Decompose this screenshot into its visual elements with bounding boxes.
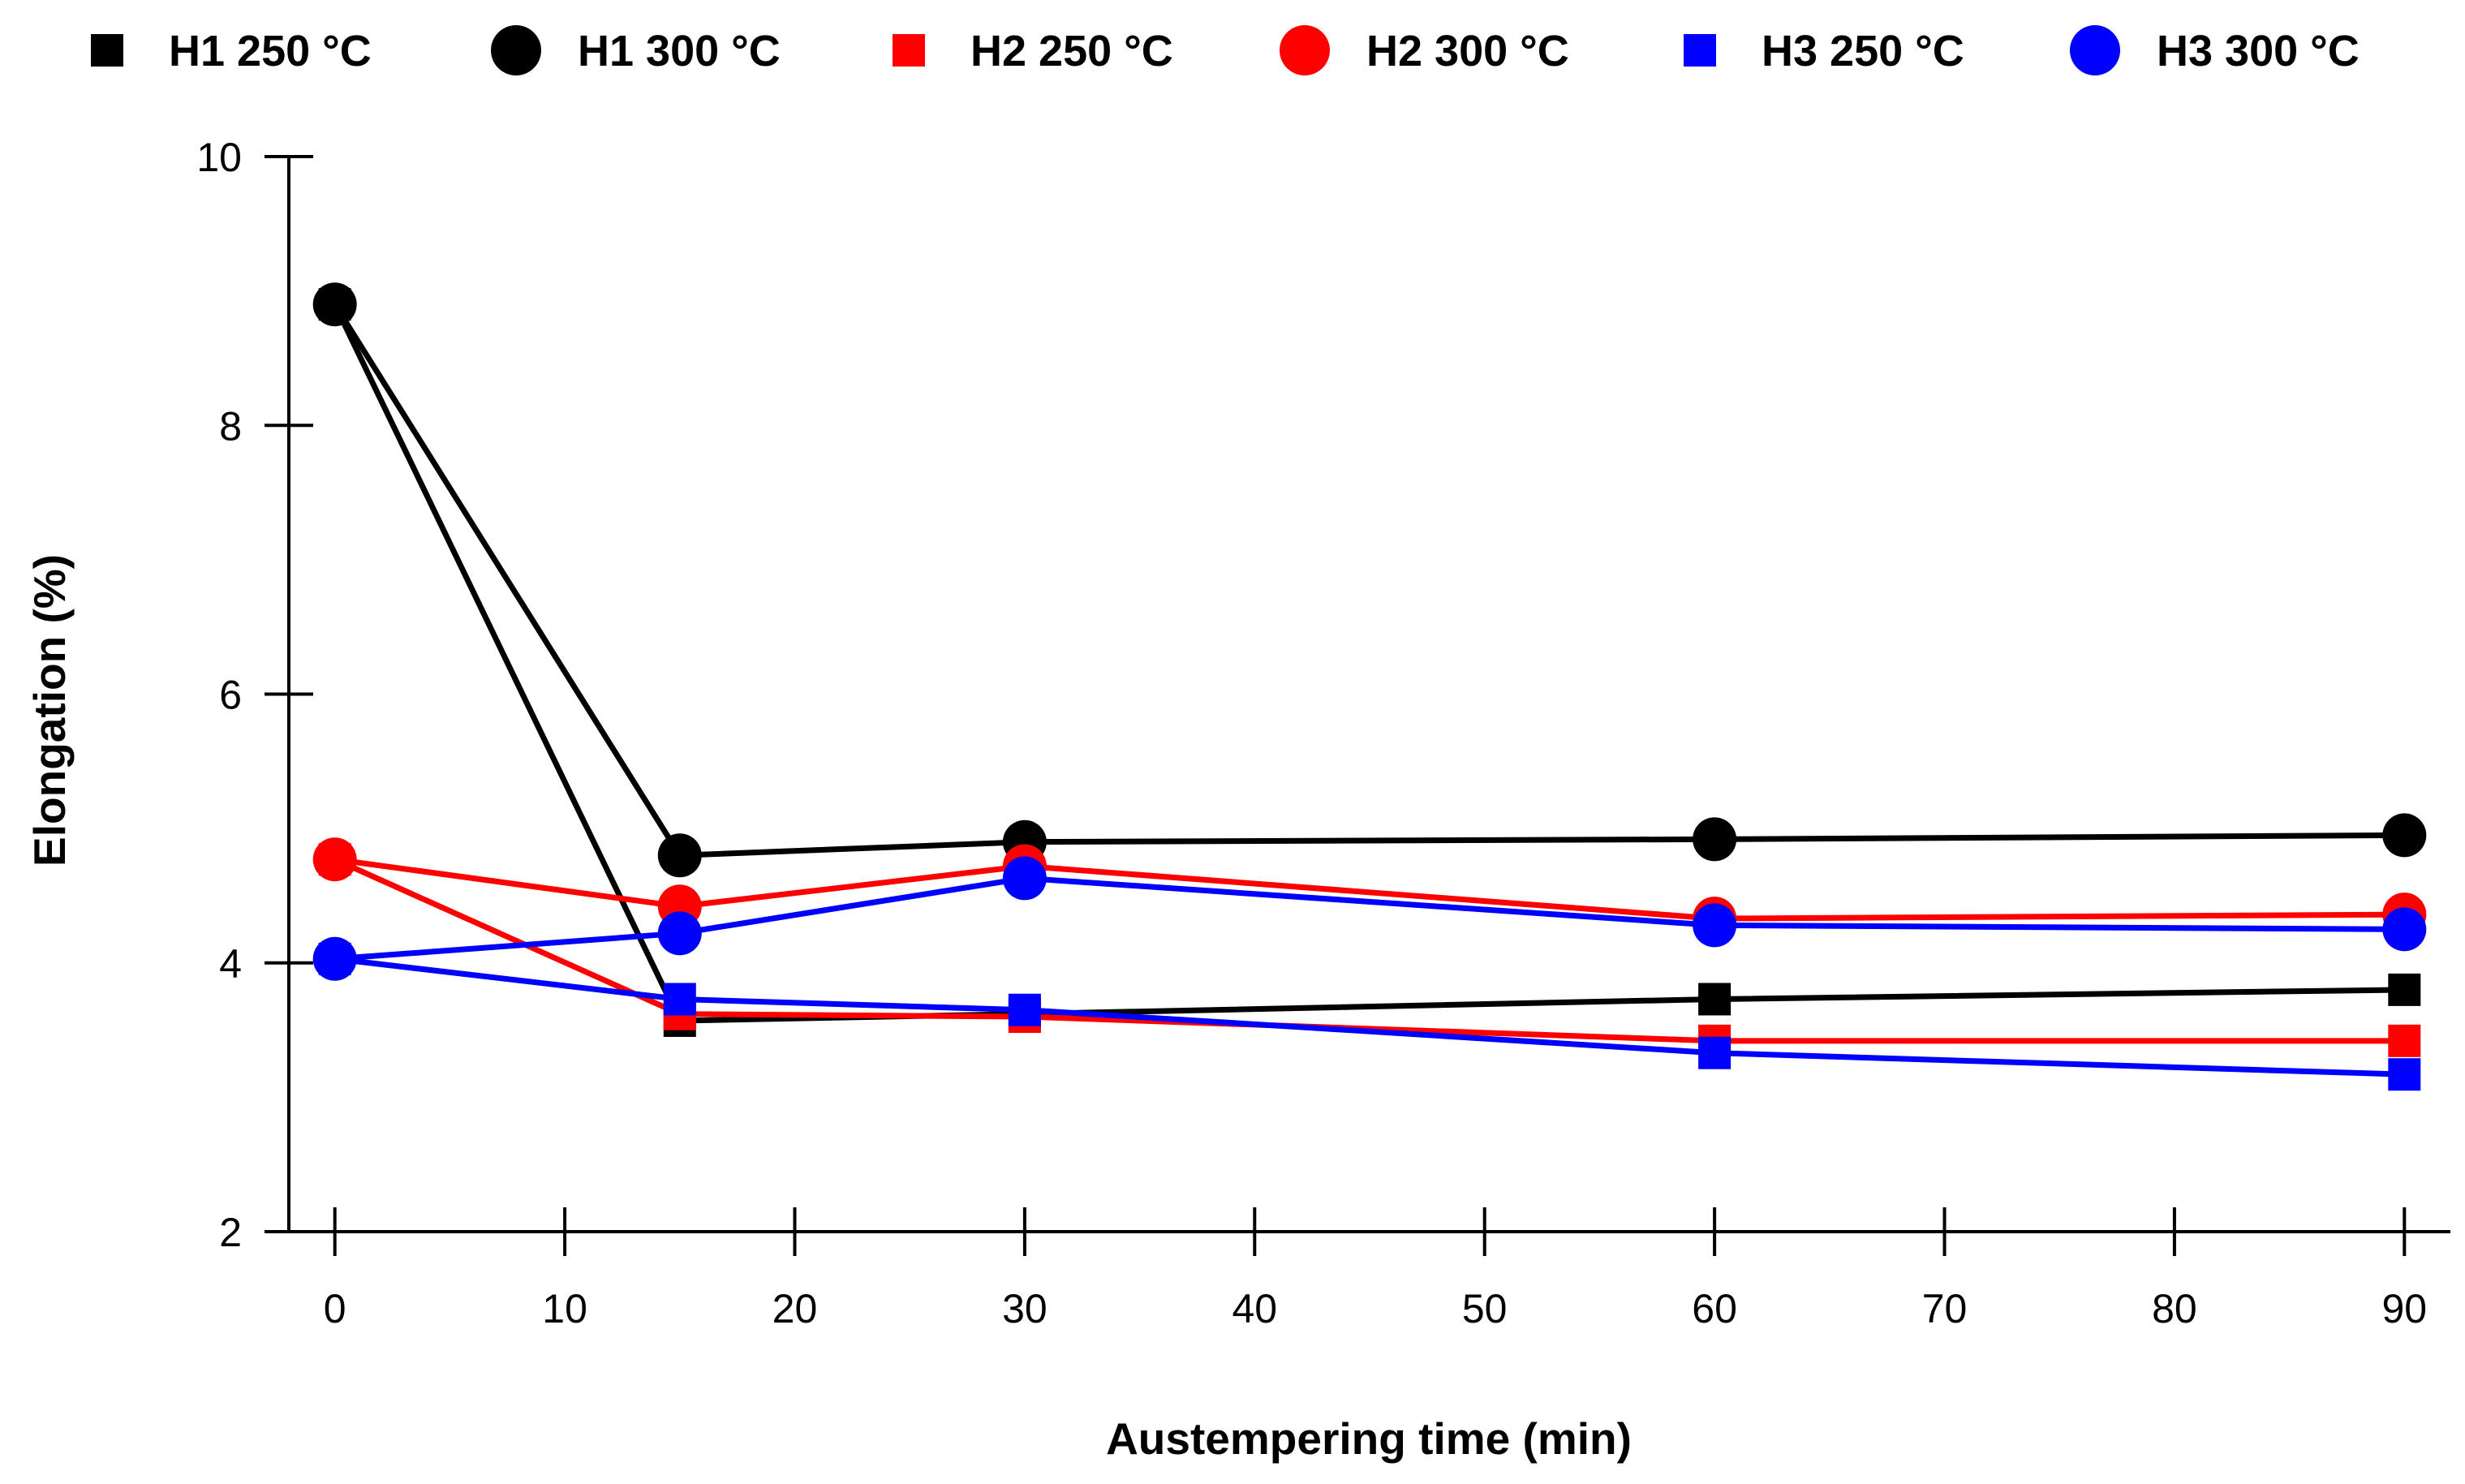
legend-item: H1 250 °C [91,27,372,75]
legend-marker [2070,25,2120,75]
data-point [312,936,357,981]
x-axis-title: Austempering time (min) [1106,1413,1632,1464]
data-point [2388,1058,2421,1091]
legend-label: H3 250 °C [1762,27,1964,75]
data-point [1693,817,1737,862]
data-point [663,983,696,1016]
x-tick-label: 70 [1922,1286,1968,1331]
axes: 2 4 6 8 10 0 10 20 30 40 50 60 70 80 90 [196,135,2450,1331]
legend-marker [893,34,925,67]
y-axis-title: Elongation (%) [24,554,75,867]
x-tick-label: 0 [324,1286,346,1331]
series-line-1 [332,303,2405,1024]
data-point [312,282,357,327]
series-line-4 [334,856,2405,922]
legend: H1 250 °C H1 300 °C H2 250 °C H2 300 °C H3 2… [91,25,2360,75]
data-point [657,833,702,878]
y-tick-label: 4 [219,941,242,987]
x-tick-label: 50 [1462,1286,1508,1331]
data-point [1698,1036,1732,1069]
x-tick-label: 60 [1692,1286,1737,1331]
legend-item: H1 300 °C [491,25,781,75]
legend-label: H1 300 °C [578,27,781,75]
series-lines [332,303,2405,1078]
series-markers [312,282,2427,1091]
legend-label: H3 300 °C [2157,27,2360,75]
legend-label: H2 250 °C [970,27,1173,75]
series-line-5 [334,956,2405,1078]
x-tick-label: 20 [772,1286,818,1331]
legend-item: H3 250 °C [1684,27,1964,75]
series-line-2 [332,303,2405,858]
legend-marker [1684,34,1716,67]
data-point [2388,973,2421,1006]
y-tick-label: 6 [219,673,242,718]
data-point [312,837,357,882]
data-point [1693,903,1737,948]
data-point [2382,813,2427,858]
x-tick-label: 40 [1232,1286,1277,1331]
y-tick-label: 10 [196,135,242,180]
legend-marker [491,25,541,75]
legend-marker [1280,25,1330,75]
legend-item: H2 250 °C [893,27,1173,75]
x-tick-label: 80 [2152,1286,2197,1331]
data-point [2388,1024,2421,1057]
legend-item: H2 300 °C [1280,25,1569,75]
data-point [1008,993,1041,1026]
data-point [657,911,702,956]
y-tick-label: 8 [219,403,242,449]
legend-item: H3 300 °C [2070,25,2360,75]
legend-label: H2 300 °C [1366,27,1569,75]
y-tick-label: 2 [219,1210,242,1255]
data-point [2382,907,2427,952]
x-tick-label: 90 [2382,1286,2428,1331]
series-layer [312,282,2427,1091]
legend-marker [91,34,123,67]
x-tick-label: 30 [1002,1286,1048,1331]
x-tick-label: 10 [542,1286,587,1331]
data-point [1002,856,1047,901]
data-point [1698,983,1732,1016]
legend-label: H1 250 °C [169,27,372,75]
